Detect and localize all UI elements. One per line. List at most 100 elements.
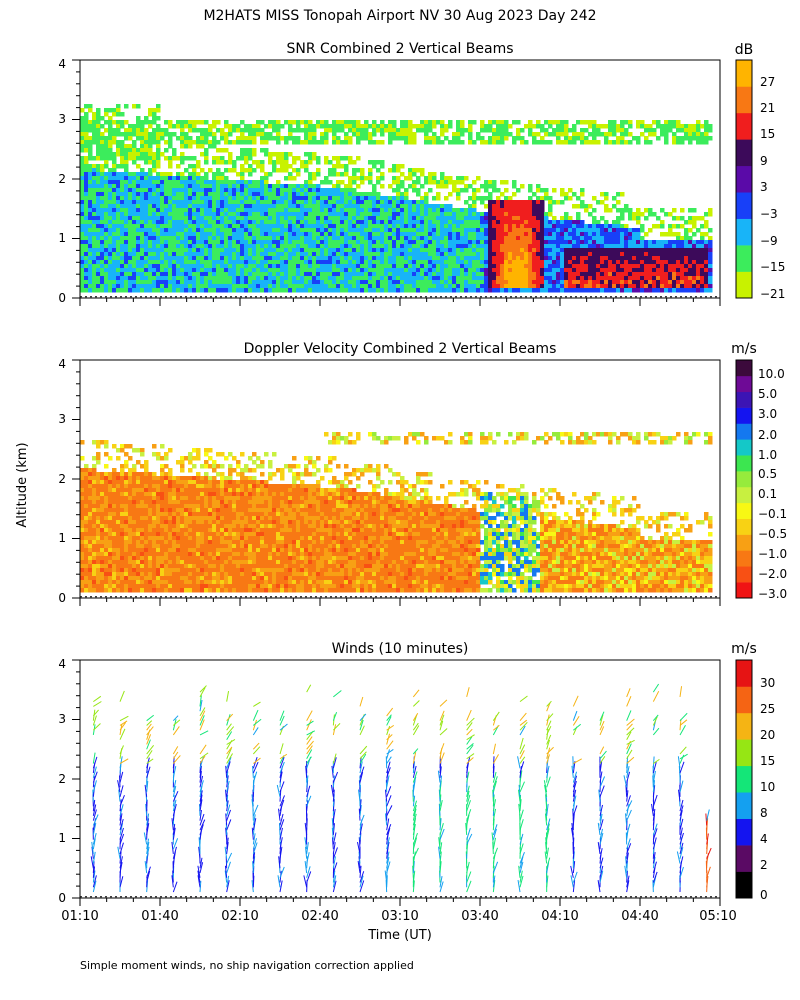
heatmap-cell (292, 248, 297, 253)
heatmap-cell (456, 284, 461, 289)
heatmap-cell (120, 240, 125, 245)
heatmap-cell (332, 172, 337, 177)
heatmap-cell (460, 268, 465, 273)
heatmap-cell (120, 188, 125, 193)
heatmap-cell (424, 180, 429, 185)
heatmap-cell (404, 236, 409, 241)
heatmap-cell (200, 176, 205, 181)
heatmap-cell (176, 236, 181, 241)
heatmap-cell (608, 224, 613, 229)
heatmap-cell (124, 256, 129, 261)
heatmap-cell (280, 204, 285, 209)
heatmap-cell (128, 144, 133, 149)
heatmap-cell (304, 288, 309, 293)
heatmap-cell (248, 288, 253, 293)
heatmap-cell (164, 264, 169, 269)
heatmap-cell (700, 216, 705, 221)
heatmap-cell (412, 224, 417, 229)
heatmap-cell (500, 288, 505, 293)
heatmap-cell (104, 276, 109, 281)
heatmap-cell (360, 196, 365, 201)
heatmap-cell (352, 244, 357, 249)
heatmap-cell (248, 236, 253, 241)
heatmap-cell (80, 132, 85, 137)
heatmap-cell (292, 136, 297, 141)
heatmap-cell (256, 120, 261, 125)
heatmap-cell (496, 128, 501, 133)
heatmap-cell (284, 276, 289, 281)
heatmap-cell (136, 196, 141, 201)
heatmap-cell (164, 276, 169, 281)
heatmap-cell (224, 224, 229, 229)
heatmap-cell (680, 252, 685, 257)
heatmap-cell (520, 252, 525, 257)
heatmap-cell (560, 216, 565, 221)
heatmap-cell (580, 192, 585, 197)
heatmap-cell (548, 276, 553, 281)
heatmap-cell (84, 208, 89, 213)
heatmap-cell (408, 220, 413, 225)
heatmap-cell (492, 128, 497, 133)
heatmap-cell (424, 136, 429, 141)
heatmap-cell (272, 272, 277, 277)
heatmap-cell (120, 144, 125, 149)
heatmap-cell (488, 196, 493, 201)
heatmap-cell (704, 244, 709, 249)
heatmap-cell (160, 284, 165, 289)
heatmap-cell (664, 244, 669, 249)
heatmap-cell (400, 252, 405, 257)
heatmap-cell (112, 248, 117, 253)
heatmap-cell (184, 204, 189, 209)
heatmap-cell (304, 188, 309, 193)
heatmap-cell (84, 168, 89, 173)
heatmap-cell (432, 284, 437, 289)
heatmap-cell (264, 264, 269, 269)
heatmap-cell (396, 168, 401, 173)
heatmap-cell (236, 220, 241, 225)
heatmap-cell (548, 120, 553, 125)
heatmap-cell (176, 256, 181, 261)
heatmap-cell (424, 256, 429, 261)
heatmap-cell (160, 256, 165, 261)
heatmap-cell (104, 108, 109, 113)
heatmap-cell (360, 212, 365, 217)
heatmap-cell (96, 152, 101, 157)
heatmap-cell (228, 124, 233, 129)
heatmap-cell (244, 264, 249, 269)
heatmap-cell (492, 188, 497, 193)
heatmap-cell (392, 168, 397, 173)
heatmap-cell (192, 248, 197, 253)
heatmap-cell (644, 216, 649, 221)
heatmap-cell (376, 212, 381, 217)
heatmap-cell (128, 248, 133, 253)
heatmap-cell (92, 244, 97, 249)
heatmap-cell (464, 256, 469, 261)
heatmap-cell (656, 264, 661, 269)
heatmap-cell (140, 228, 145, 233)
heatmap-cell (504, 216, 509, 221)
heatmap-cell (600, 132, 605, 137)
heatmap-cell (364, 284, 369, 289)
heatmap-cell (516, 232, 521, 237)
heatmap-cell (684, 256, 689, 261)
heatmap-cell (124, 136, 129, 141)
heatmap-cell (224, 276, 229, 281)
heatmap-cell (384, 196, 389, 201)
heatmap-cell (104, 272, 109, 277)
heatmap-cell (500, 140, 505, 145)
heatmap-cell (448, 272, 453, 277)
heatmap-cell (472, 248, 477, 253)
heatmap-cell (180, 136, 185, 141)
heatmap-cell (412, 168, 417, 173)
heatmap-cell (184, 200, 189, 205)
heatmap-cell (496, 188, 501, 193)
heatmap-cell (520, 260, 525, 265)
heatmap-cell (260, 192, 265, 197)
heatmap-cell (192, 172, 197, 177)
heatmap-cell (276, 188, 281, 193)
heatmap-cell (552, 264, 557, 269)
heatmap-cell (156, 212, 161, 217)
heatmap-cell (592, 244, 597, 249)
heatmap-cell (492, 200, 497, 205)
heatmap-cell (384, 244, 389, 249)
